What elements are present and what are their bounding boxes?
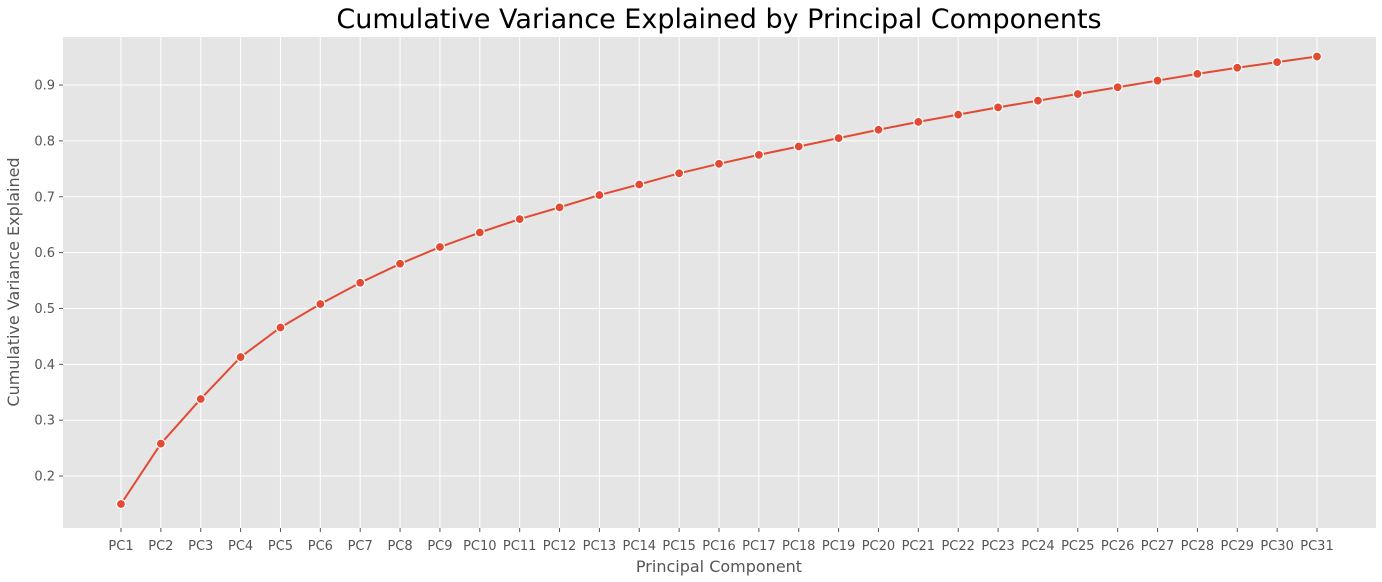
y-tick-label: 0.2 [34, 470, 55, 485]
x-axis-label: Principal Component [636, 557, 802, 576]
x-tick-label: PC9 [427, 539, 452, 554]
data-point [634, 179, 645, 190]
data-point [1232, 62, 1243, 73]
y-axis-ticks: 0.2 0.3 0.4 0.5 0.6 0.7 0.8 0.9 [34, 79, 55, 485]
y-tick-label: 0.6 [34, 246, 55, 261]
y-tick-label: 0.8 [34, 134, 55, 149]
data-point [235, 351, 246, 363]
x-tick-label: PC23 [981, 539, 1014, 554]
data-point [394, 258, 406, 269]
x-tick-label: PC18 [782, 539, 815, 554]
x-tick-label: PC13 [583, 539, 616, 554]
data-point [195, 393, 206, 405]
x-tick-label: PC3 [188, 539, 213, 554]
data-point [713, 158, 725, 169]
x-tick-label: PC17 [742, 539, 775, 554]
x-tick-label: PC16 [702, 539, 735, 554]
series-line [115, 51, 1323, 510]
data-point [315, 298, 326, 310]
x-tick-label: PC7 [348, 539, 373, 554]
x-tick-label: PC19 [822, 539, 855, 554]
x-tick-label: PC2 [148, 539, 173, 554]
x-axis-ticks: PC1 PC2 PC3 PC4 PC5 PC6 PC7 PC8 PC9 PC10 PC11 PC12 P… [108, 539, 1333, 554]
data-point [793, 141, 804, 152]
x-tick-label: PC27 [1141, 539, 1174, 554]
data-point [992, 102, 1004, 113]
data-point [1072, 88, 1083, 100]
x-tick-label: PC4 [228, 539, 253, 554]
x-tick-label: PC29 [1221, 539, 1254, 554]
data-point [1032, 95, 1044, 106]
data-point [1311, 51, 1323, 62]
y-tick-label: 0.3 [34, 414, 55, 429]
data-point [873, 124, 884, 135]
x-tick-label: PC31 [1300, 539, 1333, 554]
x-tick-label: PC8 [387, 539, 412, 554]
data-point [953, 109, 964, 120]
data-point [1192, 68, 1203, 79]
x-tick-label: PC1 [108, 539, 133, 554]
data-point [355, 277, 366, 288]
x-tick-label: PC12 [543, 539, 576, 554]
x-tick-label: PC21 [902, 539, 935, 554]
data-point [554, 202, 565, 213]
x-tick-label: PC25 [1061, 539, 1094, 554]
data-point [1152, 75, 1163, 86]
x-tick-label: PC20 [862, 539, 895, 554]
y-axis-label: Cumulative Variance Explained [4, 157, 23, 406]
x-tick-label: PC28 [1181, 539, 1214, 554]
data-point [115, 498, 127, 510]
y-tick-label: 0.9 [34, 79, 55, 94]
x-tick-label: PC11 [503, 539, 536, 554]
x-tick-label: PC26 [1101, 539, 1134, 554]
data-point [275, 322, 286, 333]
x-tick-label: PC6 [308, 539, 333, 554]
data-point [474, 227, 485, 238]
data-point [913, 116, 924, 128]
data-point [833, 133, 844, 144]
y-tick-label: 0.7 [34, 190, 55, 205]
data-point [514, 214, 525, 225]
x-tick-label: PC10 [463, 539, 496, 554]
x-tick-label: PC14 [623, 539, 656, 554]
y-tick-label: 0.5 [34, 302, 55, 317]
x-tick-label: PC15 [662, 539, 695, 554]
data-point [674, 168, 685, 179]
x-tick-label: PC24 [1021, 539, 1054, 554]
x-tick-label: PC22 [941, 539, 974, 554]
y-tick-label: 0.4 [34, 358, 55, 373]
data-point [1272, 57, 1283, 68]
data-point [594, 189, 605, 201]
data-point [155, 438, 166, 449]
data-point [753, 149, 764, 160]
chart-title: Cumulative Variance Explained by Princip… [336, 4, 1101, 35]
x-tick-label: PC5 [268, 539, 293, 554]
x-tick-label: PC30 [1260, 539, 1293, 554]
data-point [1112, 82, 1123, 93]
data-point [434, 241, 446, 253]
